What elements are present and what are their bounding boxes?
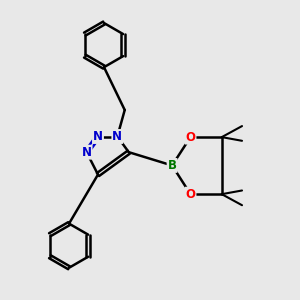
Text: O: O <box>185 188 196 201</box>
Text: N: N <box>93 130 103 143</box>
Text: B: B <box>168 159 177 172</box>
Text: N: N <box>112 130 122 143</box>
Text: O: O <box>185 130 196 144</box>
Text: N: N <box>82 146 92 159</box>
